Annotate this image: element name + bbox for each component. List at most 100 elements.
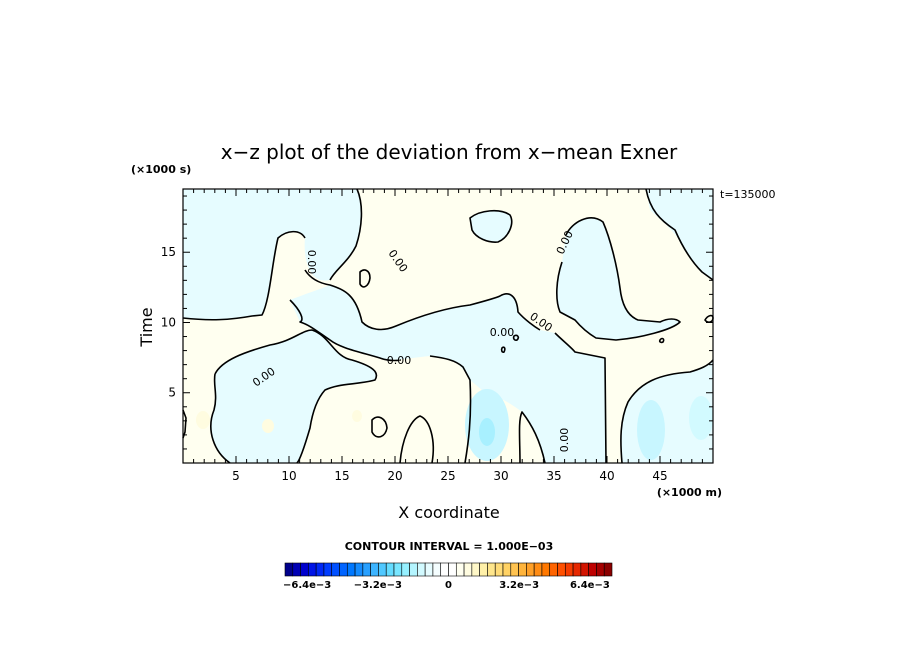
colorbar-swatch (557, 562, 566, 577)
colorbar-swatch (518, 562, 527, 577)
contour-line (645, 188, 714, 281)
colorbar-swatch (424, 562, 434, 577)
positive-spot-3 (352, 410, 362, 422)
negative-core-3 (637, 400, 665, 460)
colorbar-swatch (362, 562, 371, 577)
time-label: t=135000 (720, 188, 776, 201)
contour-interval-text: CONTOUR INTERVAL = 1.000E−03 (345, 540, 554, 553)
colorbar-swatch (502, 562, 512, 577)
contour-line (182, 230, 306, 321)
colorbar-tick-labels: −6.4e−3 −3.2e−3 0 3.2e−3 6.4e−3 (283, 580, 610, 591)
colorbar-swatch (385, 562, 395, 577)
colorbar-swatch (541, 562, 551, 577)
contour-line (658, 337, 665, 344)
contour-line (329, 188, 363, 281)
x-tick-label: 35 (546, 469, 561, 483)
y-tick-label: 10 (161, 315, 176, 329)
contour-label: 0.00 (387, 354, 412, 367)
colorbar-swatch (417, 562, 426, 577)
colorbar-swatch (292, 562, 301, 577)
x-tick-labels: 5 10 15 20 25 30 35 40 45 (232, 469, 667, 483)
y-tick-labels: 5 10 15 (161, 245, 176, 400)
colorbar-swatch (580, 562, 589, 577)
y-tick-label: 15 (161, 245, 176, 259)
contour-line (554, 332, 607, 464)
axis-ticks (183, 189, 713, 463)
y-unit-label: (×1000 s) (131, 163, 191, 176)
contour-label: 0.00 (305, 250, 318, 275)
colorbar-swatch (510, 562, 519, 577)
contour-line (210, 373, 231, 464)
positive-spot-2 (262, 419, 274, 433)
x-tick-label: 45 (652, 469, 667, 483)
colorbar-swatch (588, 562, 597, 577)
x-tick-label: 30 (493, 469, 508, 483)
x-tick-label: 25 (440, 469, 455, 483)
contour-line (469, 209, 513, 243)
colorbar-swatch (346, 562, 356, 577)
colorbar-swatch (603, 562, 613, 577)
negative-region-top-right (646, 189, 713, 280)
colorbar-swatch (331, 562, 340, 577)
colorbar-swatch (300, 562, 309, 577)
colorbar-swatch (409, 562, 418, 577)
x-tick-label: 10 (281, 469, 296, 483)
plot-area: 0.000.00 0.000.000.000.000.000.00 5 10 15 20… (161, 188, 714, 483)
y-tick-label: 5 (168, 386, 176, 400)
positive-spot-1 (196, 411, 210, 429)
contour-line (399, 415, 435, 464)
colorbar-tick-label: −3.2e−3 (354, 580, 402, 591)
colorbar-tick-label: 6.4e−3 (570, 580, 610, 591)
y-axis-label: Time (137, 307, 156, 347)
colorbar-swatch (315, 562, 325, 577)
colorbar-swatch (494, 562, 504, 577)
x-tick-label: 15 (334, 469, 349, 483)
chart-title: x−z plot of the deviation from x−mean Ex… (221, 140, 678, 164)
contour-line (371, 416, 388, 438)
x-unit-label: (×1000 m) (657, 486, 722, 499)
colorbar (284, 562, 613, 577)
x-axis-label: X coordinate (398, 503, 499, 522)
negative-region-left-lower (210, 330, 377, 463)
colorbar-swatch (526, 562, 535, 577)
colorbar-swatch (378, 562, 387, 577)
colorbar-swatch (448, 562, 457, 577)
colorbar-swatch (572, 562, 582, 577)
contour-line (620, 359, 714, 464)
negative-region-top-left (183, 189, 362, 320)
x-tick-label: 5 (232, 469, 240, 483)
colorbar-swatch (596, 562, 605, 577)
contour-line (512, 334, 520, 341)
colorbar-swatch (487, 562, 496, 577)
colorbar-swatch (354, 562, 364, 577)
colorbar-swatch (549, 562, 558, 577)
zero-contours (182, 188, 714, 464)
negative-core-4 (689, 396, 713, 440)
colorbar-swatch (284, 562, 294, 577)
colorbar-swatch (401, 562, 410, 577)
colorbar-tick-label: 3.2e−3 (499, 580, 539, 591)
colorbar-swatch (440, 562, 449, 577)
contour-label: 0.00 (558, 428, 571, 453)
contour-line (556, 217, 681, 341)
contour-line (518, 411, 546, 464)
contour-label: 0.00 (490, 326, 515, 339)
x-tick-label: 20 (387, 469, 402, 483)
colorbar-swatch (308, 562, 317, 577)
x-tick-label: 40 (599, 469, 614, 483)
colorbar-swatch (339, 562, 348, 577)
colorbar-tick-label: 0 (445, 580, 452, 591)
colorbar-swatch (432, 562, 442, 577)
contour-line (289, 299, 401, 362)
colorbar-swatch (323, 562, 333, 577)
colorbar-swatch (370, 562, 379, 577)
colorbar-swatch (479, 562, 488, 577)
contour-line (359, 269, 371, 288)
contour-line (304, 269, 541, 331)
colorbar-swatch (533, 562, 543, 577)
colorbar-swatch (455, 562, 465, 577)
contour-line (214, 329, 378, 464)
contour-line (500, 346, 506, 353)
negative-core-2 (479, 418, 495, 446)
